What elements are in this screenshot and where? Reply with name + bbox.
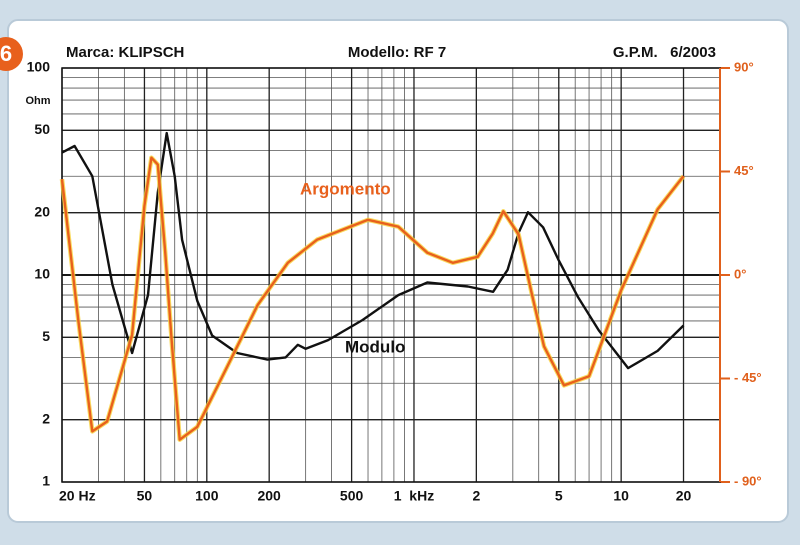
labels: 20 Hz 50 100 200 500 1 kHz 2 5 10 20 1 2 5 10 20 50 100 9…	[27, 59, 762, 504]
y-tick-label: 5	[42, 328, 50, 344]
x-tick-label: 1 kHz	[394, 488, 434, 504]
y2-tick-label: - 45°	[734, 370, 762, 385]
series-line	[60, 156, 685, 441]
y2-tick-label: 45°	[734, 163, 754, 178]
y2-tick-label: - 90°	[734, 473, 762, 488]
y-unit: Ohm	[25, 95, 50, 107]
y2-tick-label: 90°	[734, 59, 754, 74]
y-tick-label: 20	[34, 203, 50, 219]
figure-badge	[0, 37, 23, 71]
y-tick-label: 1	[42, 473, 50, 489]
x-tick-label: 20	[676, 488, 692, 504]
grid	[61, 67, 730, 483]
brand: Marca: KLIPSCH	[66, 44, 184, 61]
x-tick-label: 5	[555, 488, 563, 504]
series-line	[61, 131, 685, 370]
x-tick-label: 200	[257, 488, 281, 504]
y-tick-label: 10	[34, 266, 50, 282]
x-tick-label: 100	[195, 488, 219, 504]
y-tick-label: 100	[27, 59, 51, 75]
x-tick-label: 20 Hz	[59, 488, 96, 504]
series-label: Modulo	[345, 337, 405, 356]
chart-title: Modello: RF 7	[348, 44, 446, 61]
source: G.P.M. 6/2003	[613, 44, 716, 61]
y-tick-label: 50	[34, 121, 50, 137]
marks	[59, 131, 686, 442]
y2-tick-label: 0°	[734, 266, 746, 281]
figure-label: 6	[0, 41, 12, 66]
series-label: Argomento	[300, 179, 391, 198]
panel	[7, 19, 789, 523]
x-tick-label: 500	[340, 488, 364, 504]
x-tick-label: 50	[137, 488, 153, 504]
x-tick-label: 2	[472, 488, 480, 504]
y-tick-label: 2	[42, 410, 50, 426]
x-tick-label: 10	[613, 488, 629, 504]
